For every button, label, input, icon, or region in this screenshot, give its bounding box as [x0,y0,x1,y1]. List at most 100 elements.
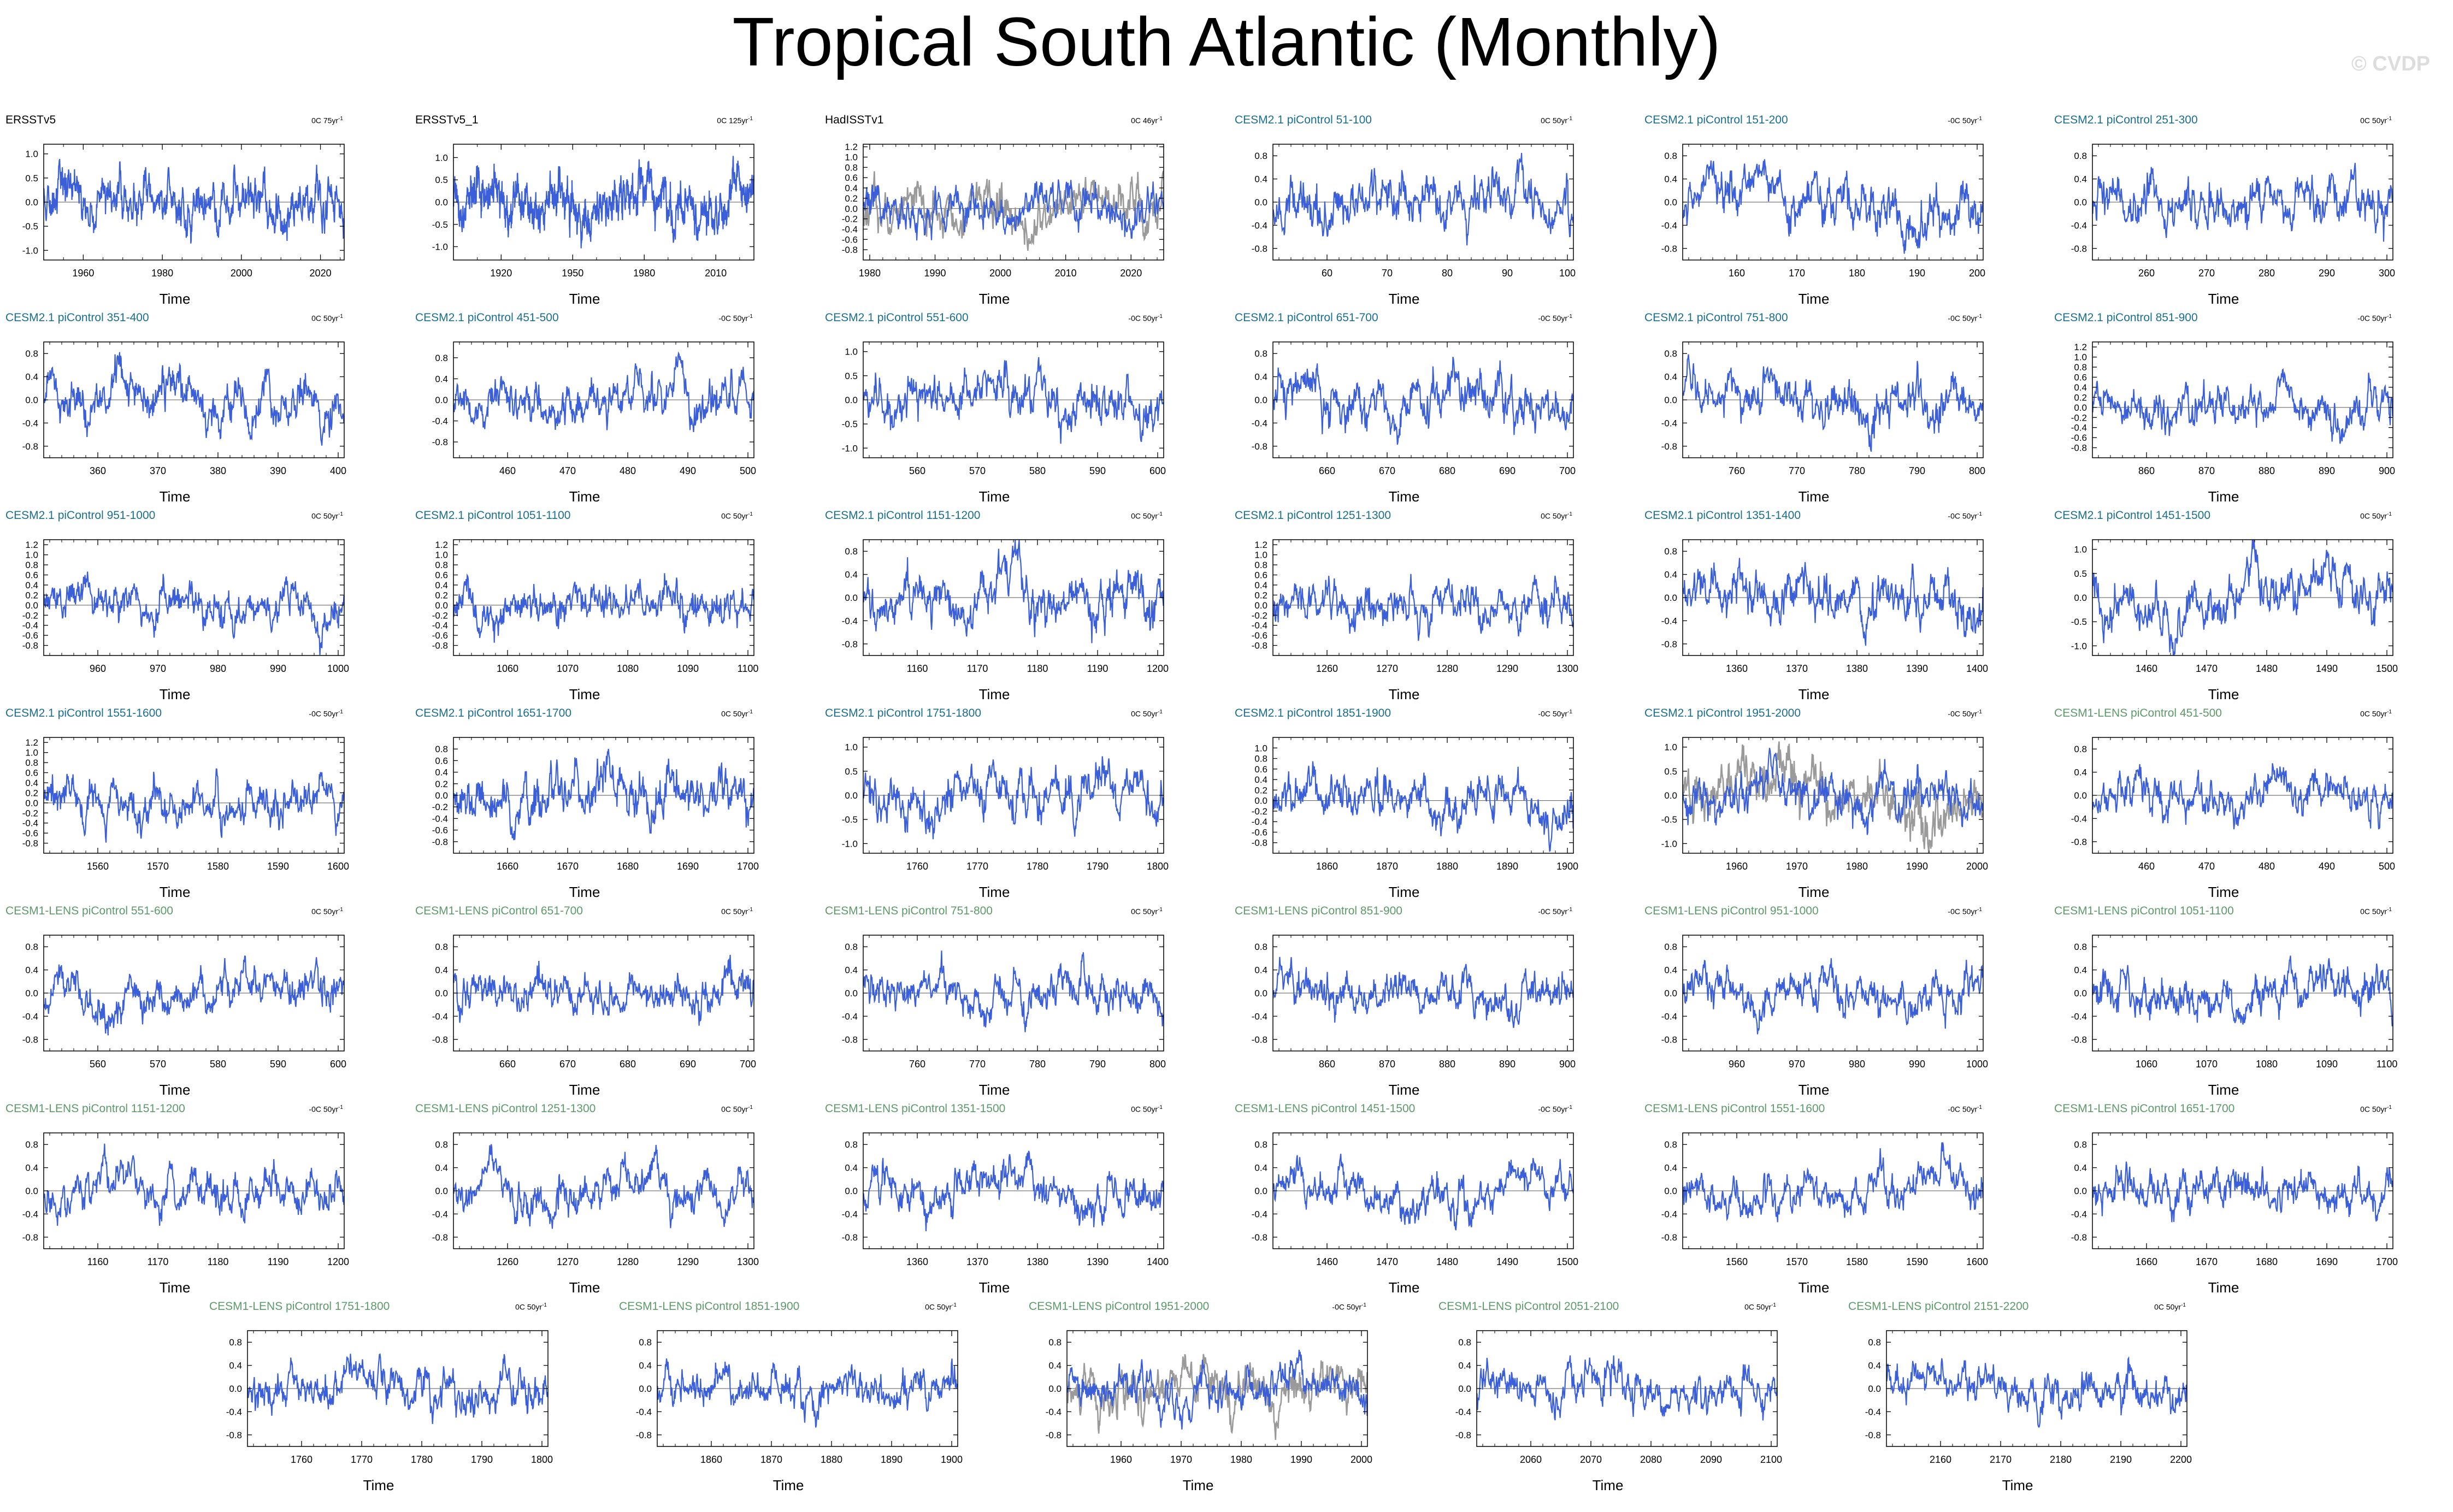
x-tick-label: 1490 [1496,1256,1518,1267]
trend-label: -0C 50yr-1 [1948,709,1982,718]
chart-panel: CESM2.1 piControl 751-800 -0C 50yr-1 Time -… [1639,311,1989,509]
y-tick-label: 0.4 [2074,965,2087,976]
trend-value: -0C 50yr [2357,314,2387,323]
y-tick-label: 1.2 [25,737,38,748]
panel-plot: -0.8 -0.4 0.0 0.4 0.8 560 570 580 590 600 [22,935,346,1070]
x-axis-label: Time [978,884,1010,900]
trend-exponent: -1 [1977,709,1982,715]
y-tick-label: 0.2 [25,788,38,798]
x-tick-label: 1980 [151,268,173,279]
y-tick-label: 0.0 [1664,197,1677,208]
trend-value: -0C 50yr [1538,907,1568,916]
x-tick-label: 1560 [1726,1256,1748,1267]
x-tick-label: 970 [150,663,166,674]
trend-exponent: -1 [338,116,343,122]
x-tick-label: 660 [499,1059,516,1070]
y-tick-label: 0.0 [845,395,858,405]
x-axis-label: Time [2208,488,2239,505]
trend-label: 0C 50yr-1 [1744,1302,1776,1312]
y-tick-label: 0.8 [1664,546,1677,557]
panel-plot: -1.0 -0.5 0.0 0.5 1.0 1760 1770 1780 1790 1800 [842,737,1169,872]
y-tick-label: 0.0 [435,395,448,405]
x-tick-label: 1760 [906,861,928,872]
panel-plot: -0.8 -0.4 0.0 0.4 0.8 1360 1370 1380 1390 1400 [842,1132,1169,1267]
series-line [2092,163,2393,242]
x-tick-label: 1870 [760,1454,782,1465]
y-tick-label: -0.4 [1252,817,1267,827]
x-tick-label: 1860 [1316,861,1338,872]
y-tick-label: 0.4 [1254,580,1267,590]
y-tick-label: 0.8 [1664,151,1677,161]
series-line [2092,368,2393,444]
y-tick-label: -0.8 [842,1232,858,1243]
x-axis-label: Time [159,884,191,900]
panel-plot: -0.8 -0.4 0.0 0.4 0.8 1760 1770 1780 1790 1800 [226,1330,553,1465]
y-tick-label: 0.4 [1664,174,1677,185]
panel-plot: -0.8-0.6-0.4-0.20.00.20.40.60.81.0 1860 18… [1252,737,1578,872]
x-tick-label: 180 [1849,268,1865,279]
x-tick-label: 470 [2198,861,2215,872]
y-tick-label: 0.4 [845,1163,858,1173]
panel-title: CESM1-LENS piControl 1551-1600 [1644,1102,1825,1115]
y-tick-label: 0.8 [229,1337,242,1348]
panel-title: CESM1-LENS piControl 1451-1500 [1235,1102,1416,1115]
y-tick-label: -0.4 [1455,1407,1471,1417]
panel-title: CESM2.1 piControl 351-400 [5,311,149,324]
y-tick-label: 0.8 [1048,1337,1062,1348]
y-tick-label: 0.0 [639,1384,652,1394]
x-tick-label: 160 [1729,268,1745,279]
trend-label: 0C 50yr-1 [1131,907,1163,916]
y-tick-label: -0.8 [22,838,38,849]
trend-exponent: -1 [1977,116,1982,122]
y-tick-label: 0.2 [435,590,448,600]
trend-value: -0C 50yr [1538,709,1568,718]
trend-value: -0C 50yr [1948,907,1978,916]
chart-panel: CESM2.1 piControl 1751-1800 0C 50yr-1 Time… [819,707,1169,905]
y-tick-label: -0.4 [1252,220,1267,231]
trend-exponent: -1 [2387,907,2392,913]
y-tick-label: 1.0 [25,748,38,758]
trend-value: 0C 50yr [2360,511,2387,521]
x-tick-label: 780 [1029,1059,1046,1070]
x-axis-label: Time [2208,1279,2239,1296]
y-tick-label: 0.6 [25,570,38,581]
x-tick-label: 1380 [1027,1256,1048,1267]
y-tick-label: -0.8 [1252,1232,1267,1243]
x-tick-label: 1690 [2316,1256,2338,1267]
x-tick-label: 590 [1089,465,1106,476]
chart-panel: CESM2.1 piControl 351-400 0C 50yr-1 Time -0… [0,311,350,509]
x-tick-label: 1270 [1376,663,1398,674]
y-tick-label: 0.0 [229,1384,242,1394]
panel-plot: -0.8 -0.4 0.0 0.4 0.8 1160 1170 1180 1190 1200 [842,539,1169,674]
panel-plot: -0.8-0.6-0.4-0.20.00.20.40.60.81.01.2 156… [22,737,349,872]
y-tick-label: -0.8 [22,641,38,651]
y-tick-label: 0.0 [1664,1186,1677,1196]
x-tick-label: 1800 [531,1454,553,1465]
trend-exponent: -1 [1158,511,1163,517]
trend-label: -0C 50yr-1 [1948,314,1982,323]
y-tick-label: 0.0 [2074,790,2087,801]
y-tick-label: 0.8 [1254,1139,1267,1150]
trend-exponent: -1 [338,1105,343,1111]
y-tick-label: -0.6 [22,630,38,641]
x-tick-label: 2080 [1640,1454,1662,1465]
panel-title: CESM1-LENS piControl 1951-2000 [1029,1300,1210,1313]
y-tick-label: -0.5 [842,814,858,825]
panel-plot: -0.8-0.6-0.4-0.20.00.20.40.60.81.01.2 860… [2071,341,2395,476]
y-tick-label: 0.4 [1254,965,1267,976]
trend-label: -0C 50yr-1 [1128,314,1163,323]
x-tick-label: 80 [1442,268,1453,279]
x-axis-label: Time [1388,1082,1420,1098]
x-axis-label: Time [569,884,600,900]
y-tick-label: 0.6 [1254,570,1267,581]
x-tick-label: 600 [1149,465,1166,476]
trend-value: -0C 50yr [309,709,339,718]
y-tick-label: 0.0 [1868,1384,1881,1394]
x-tick-label: 1490 [2316,663,2338,674]
y-tick-label: -0.6 [842,234,858,245]
x-axis-label: Time [1388,1279,1420,1296]
x-tick-label: 760 [1729,465,1745,476]
panel-title: CESM1-LENS piControl 951-1000 [1644,905,1819,917]
trend-exponent: -1 [1567,314,1572,320]
